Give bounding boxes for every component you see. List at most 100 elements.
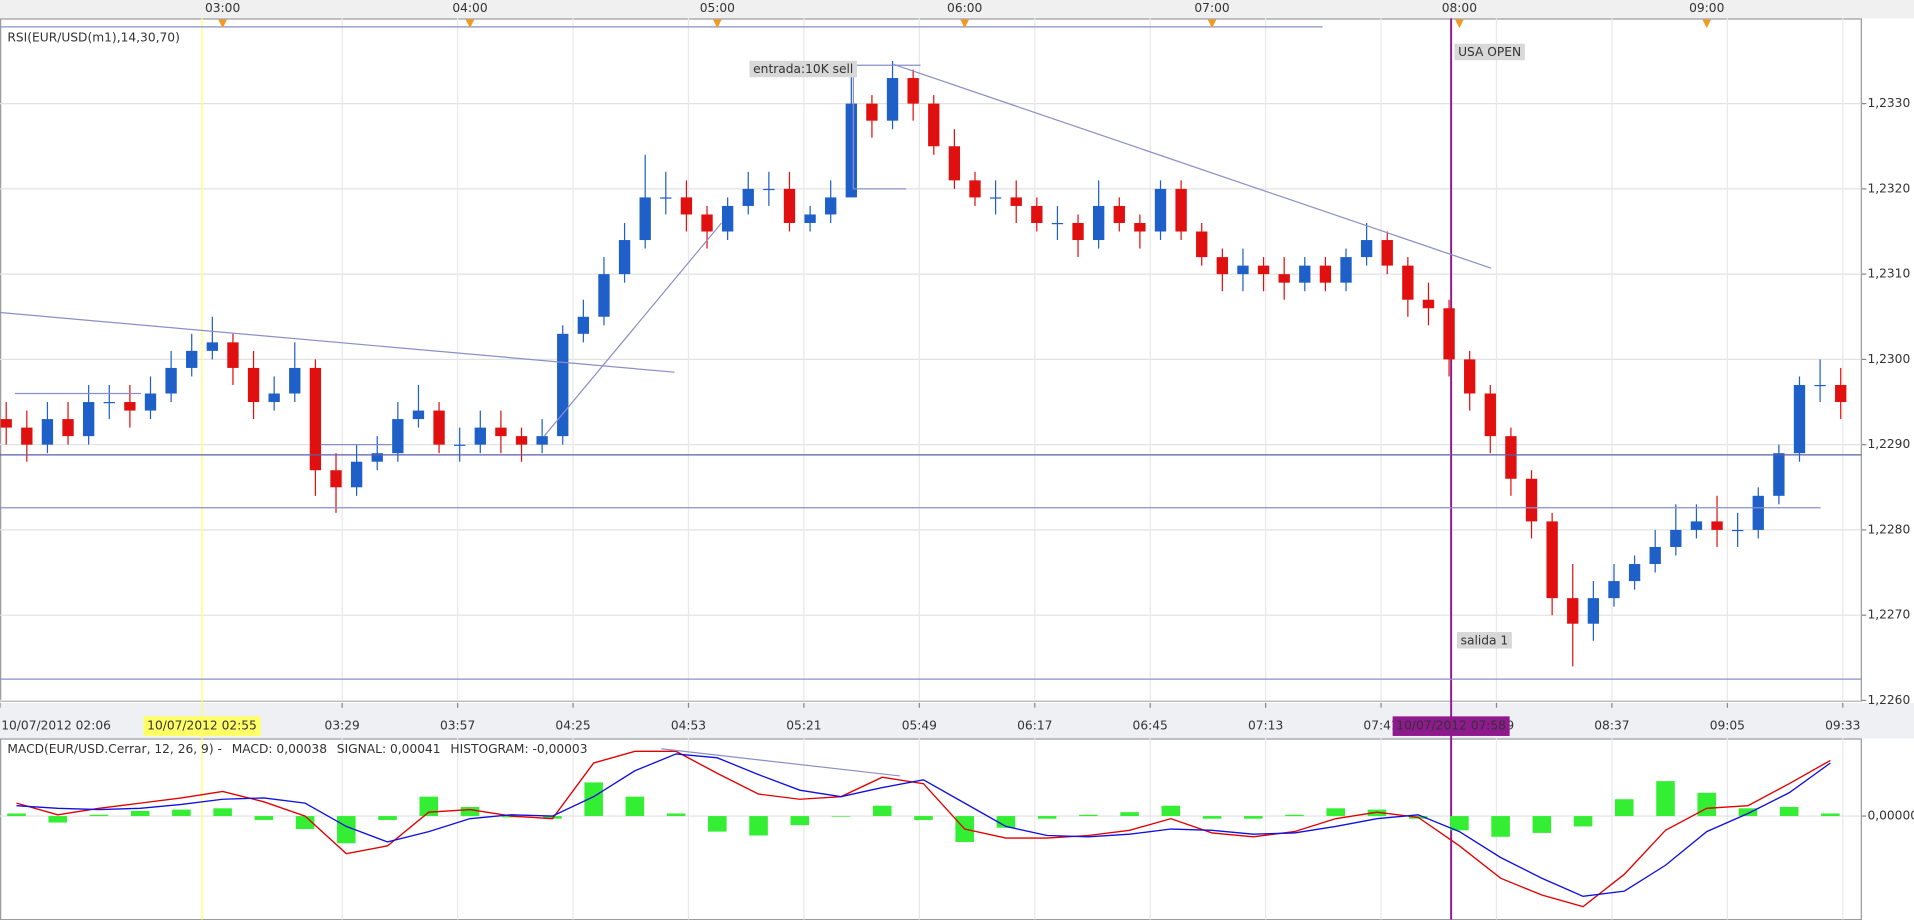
x-tick-label: 03:29 bbox=[325, 719, 360, 733]
candle-body bbox=[845, 103, 857, 198]
drawn-line bbox=[893, 63, 1492, 269]
x-tick-label: 08:37 bbox=[1594, 719, 1629, 733]
annotation-box bbox=[749, 60, 858, 78]
candle-body bbox=[1773, 453, 1785, 496]
histogram-bar bbox=[1656, 781, 1675, 817]
candle-body bbox=[1484, 393, 1496, 437]
candle-body bbox=[1257, 265, 1270, 275]
candle-body bbox=[412, 410, 425, 420]
candle-body bbox=[1051, 222, 1064, 225]
histogram-bar bbox=[172, 809, 191, 817]
y-tick-label: 1,2300 bbox=[1867, 352, 1910, 366]
top-tick-marker bbox=[1455, 19, 1464, 29]
histogram-bar bbox=[1285, 814, 1304, 817]
legend-entry: MACD: 0,00038 bbox=[232, 742, 327, 756]
histogram-bar bbox=[337, 816, 356, 844]
x-tick-label: 07:13 bbox=[1248, 719, 1283, 733]
candle-body bbox=[886, 78, 899, 121]
marks bbox=[0, 26, 1862, 908]
candle-body bbox=[1031, 205, 1043, 223]
drawn-line bbox=[661, 748, 901, 777]
annotation: entrada:10K sell bbox=[753, 62, 853, 76]
candle-body bbox=[433, 410, 445, 445]
histogram-bar bbox=[89, 814, 109, 817]
histogram-bar bbox=[254, 816, 274, 820]
candle-body bbox=[62, 419, 74, 437]
candle-body bbox=[289, 367, 301, 394]
drawn-line bbox=[543, 222, 722, 437]
candle-body bbox=[474, 427, 486, 445]
histogram-bar bbox=[584, 782, 603, 817]
top-tick-label: 03:00 bbox=[205, 1, 240, 15]
histogram-bar bbox=[790, 816, 810, 826]
candle-body bbox=[1360, 240, 1373, 258]
candle-body bbox=[515, 436, 528, 445]
candle-body bbox=[825, 197, 837, 215]
indicator-line bbox=[16, 750, 1831, 908]
candle-body bbox=[928, 103, 940, 147]
candle-body bbox=[165, 367, 177, 394]
drawn-line bbox=[0, 311, 675, 373]
x-tick-label: 03:57 bbox=[440, 719, 475, 733]
y-tick-label: 1,2260 bbox=[1867, 693, 1910, 707]
histogram-bar bbox=[1738, 808, 1758, 817]
candle-body bbox=[124, 402, 136, 411]
candle-body bbox=[598, 274, 610, 317]
cursor-label-box bbox=[143, 716, 261, 736]
candle-body bbox=[1113, 205, 1125, 223]
candle-body bbox=[392, 419, 404, 454]
histogram-bar bbox=[1202, 816, 1222, 819]
y-tick-label: 1,2320 bbox=[1867, 181, 1910, 195]
histogram-bar bbox=[378, 816, 397, 820]
top-tick-marker bbox=[960, 19, 969, 29]
candle-body bbox=[989, 197, 1002, 199]
histogram-bar bbox=[1615, 799, 1634, 817]
top-tick-marker bbox=[1702, 19, 1712, 29]
candle-body bbox=[763, 188, 775, 191]
candle-body bbox=[618, 240, 631, 275]
histogram-bar bbox=[1697, 792, 1717, 817]
x-tick-label: 09:33 bbox=[1825, 719, 1860, 733]
histogram-bar bbox=[1573, 816, 1593, 827]
candle-body bbox=[1175, 188, 1187, 232]
candle-body bbox=[1793, 384, 1806, 454]
candle-body bbox=[206, 342, 218, 351]
histogram-bar bbox=[1161, 805, 1181, 817]
x-tick-label: 06:45 bbox=[1133, 719, 1168, 733]
top-tick-label: 08:00 bbox=[1442, 1, 1477, 15]
candle-body bbox=[1649, 546, 1661, 565]
candle-body bbox=[103, 402, 115, 404]
histogram-bar bbox=[1243, 816, 1263, 819]
candle-body bbox=[1546, 521, 1558, 599]
candle-body bbox=[969, 180, 981, 198]
candle-body bbox=[1196, 231, 1208, 258]
candle-body bbox=[371, 453, 383, 462]
annotation-box bbox=[1454, 43, 1525, 61]
cursor-label-box bbox=[1392, 716, 1510, 736]
candle-body bbox=[1278, 274, 1290, 283]
candle-body bbox=[1216, 257, 1229, 275]
x-tick-label: 04:25 bbox=[555, 719, 590, 733]
bottom-axis-band bbox=[0, 702, 1914, 739]
candle-body bbox=[639, 197, 651, 241]
histogram-bar bbox=[1491, 816, 1510, 837]
candle-body bbox=[1752, 495, 1764, 530]
candle-body bbox=[495, 427, 507, 437]
y-tick-label: 1,2290 bbox=[1867, 437, 1910, 451]
histogram-bar bbox=[130, 810, 150, 817]
x-tick-label: 05:21 bbox=[786, 719, 821, 733]
candle-body bbox=[536, 436, 548, 445]
histogram-bar bbox=[1450, 816, 1469, 831]
candle-body bbox=[1443, 308, 1455, 360]
histogram-bar bbox=[419, 796, 439, 817]
candle-body bbox=[948, 146, 961, 181]
y-tick-label: 1,2270 bbox=[1867, 608, 1910, 622]
candle-body bbox=[144, 393, 157, 411]
candle-body bbox=[1835, 384, 1847, 403]
histogram-bar bbox=[48, 816, 68, 823]
top-tick-marker bbox=[1207, 19, 1217, 29]
candle-body bbox=[1237, 265, 1249, 275]
candle-body bbox=[1731, 529, 1744, 532]
x-tick-label: 07:41 bbox=[1363, 719, 1398, 733]
